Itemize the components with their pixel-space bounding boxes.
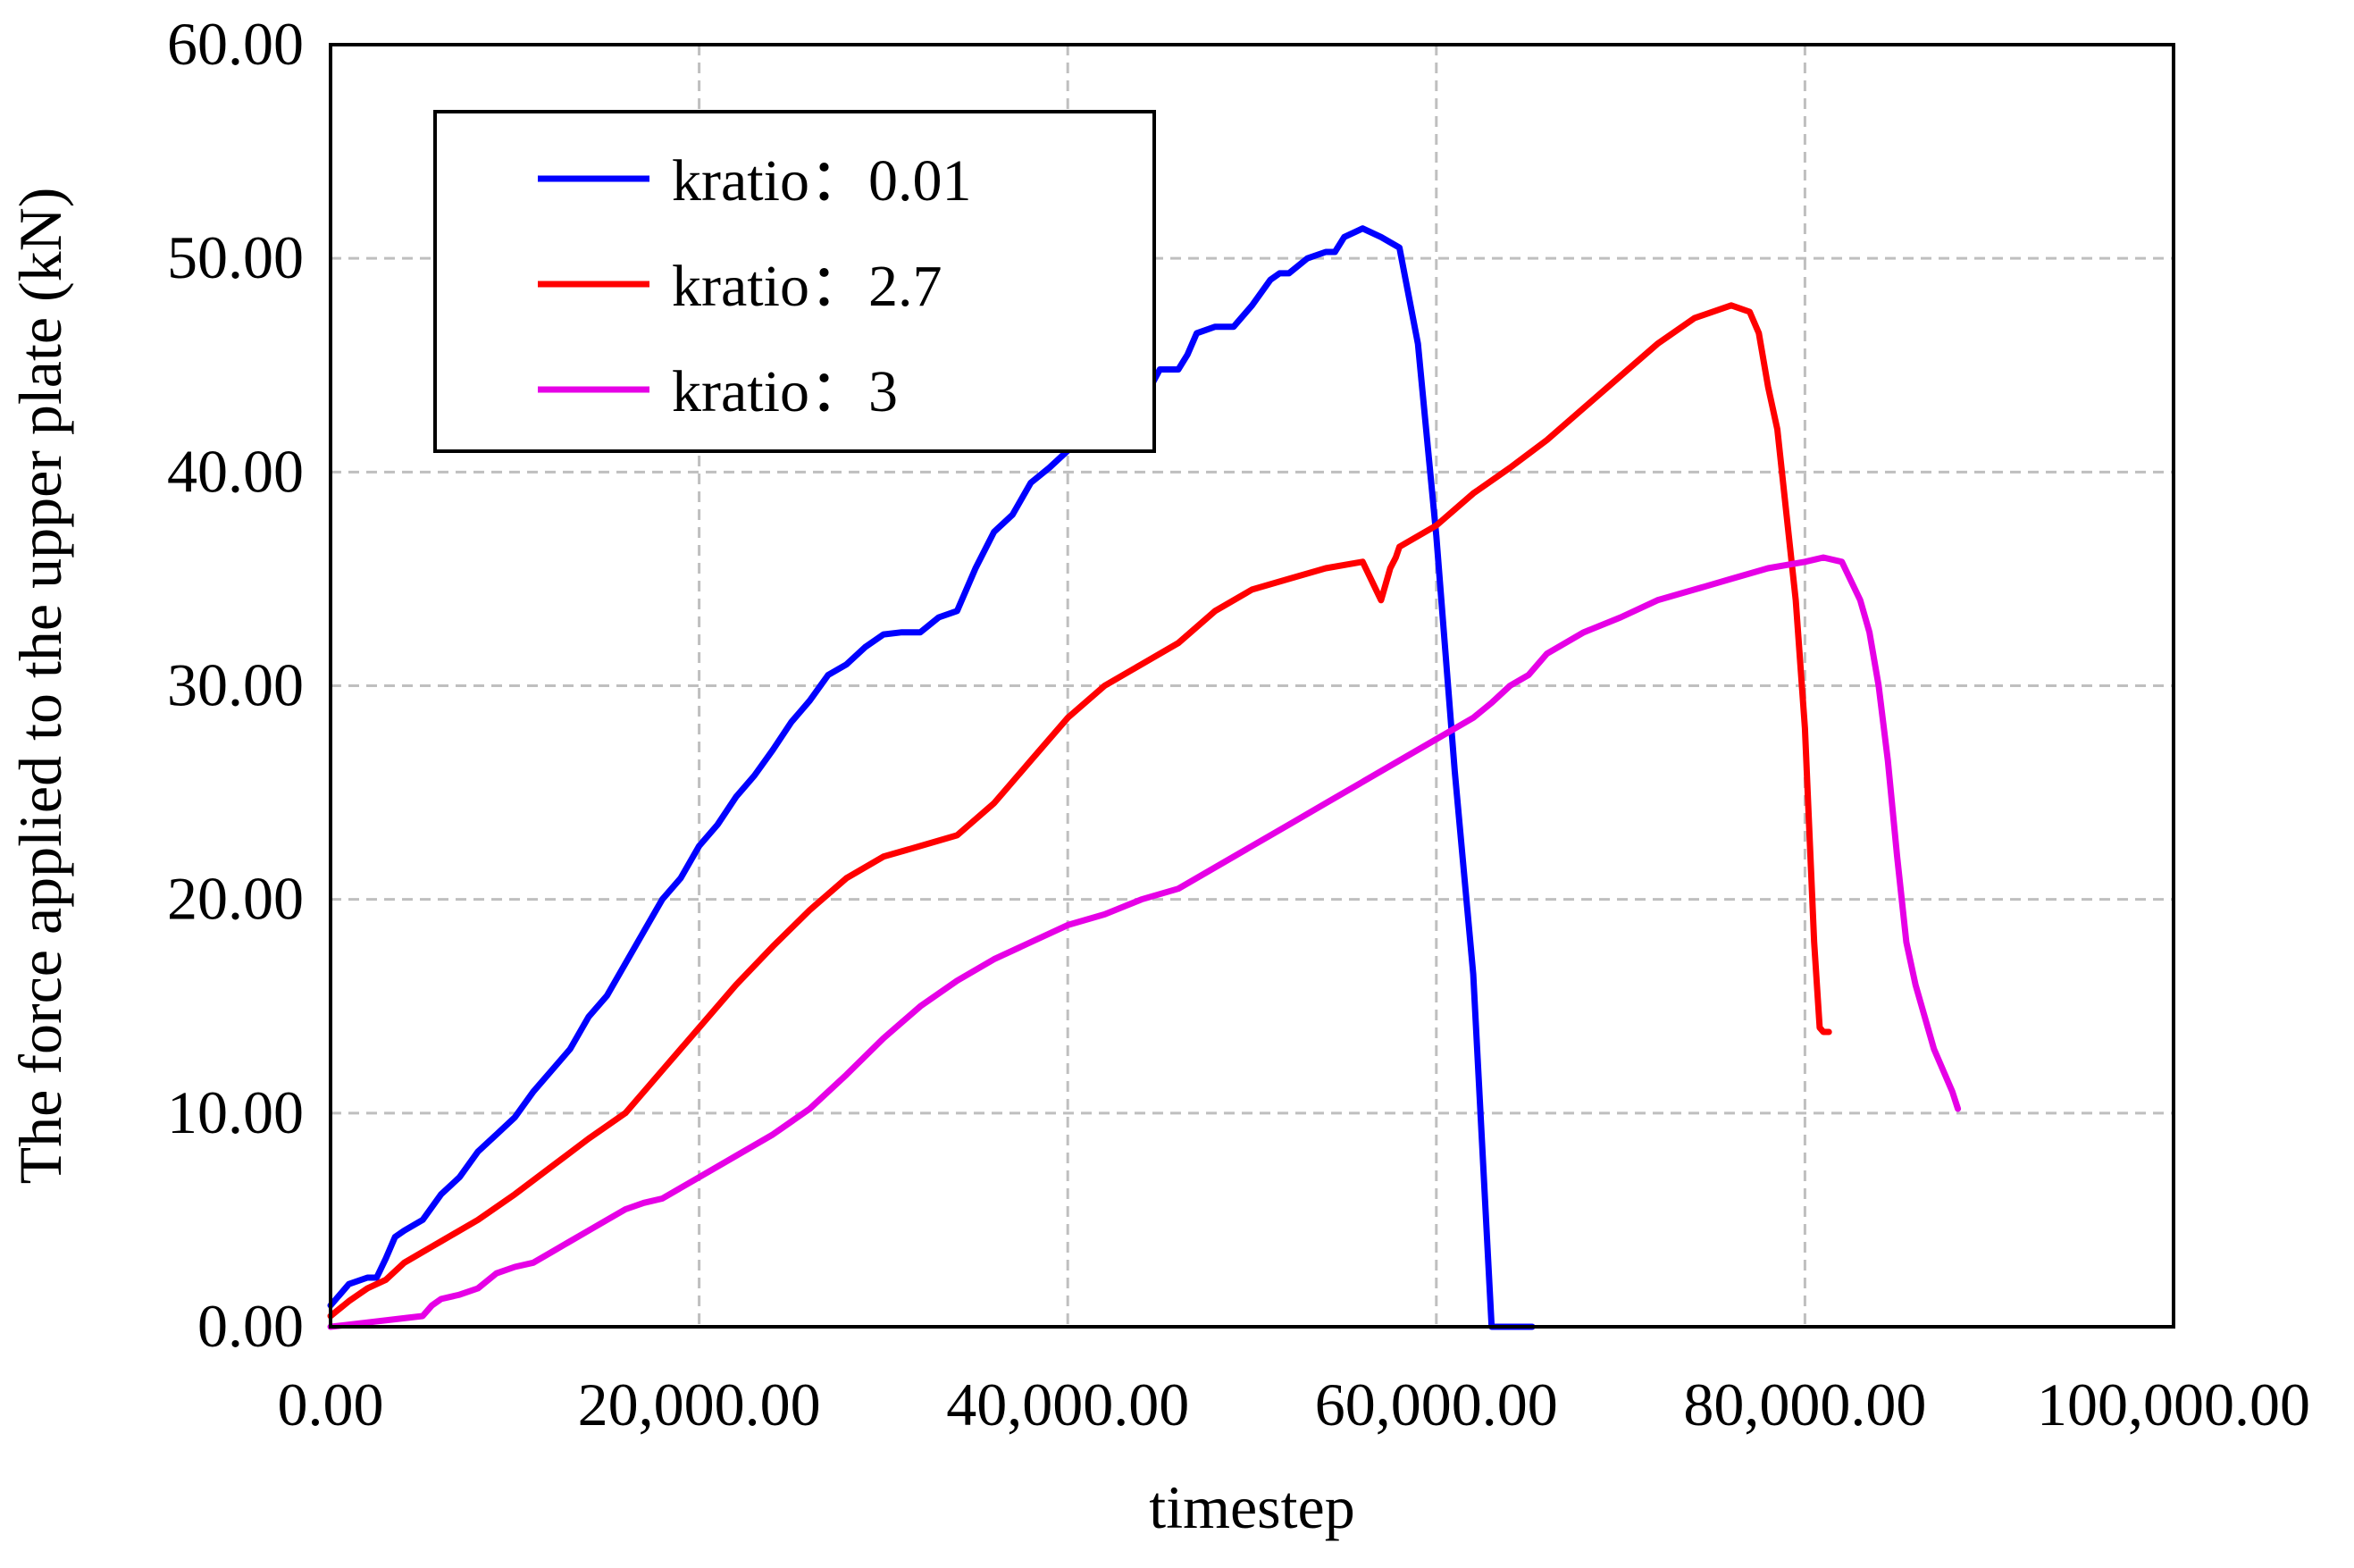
x-tick-label: 60,000.00	[1315, 1371, 1558, 1438]
y-tick-label: 30.00	[167, 651, 304, 719]
y-tick-labels: 0.00 10.00 20.00 30.00 40.00 50.00 60.00	[167, 10, 304, 1360]
y-tick-label: 40.00	[167, 437, 304, 505]
legend-label: kratio：3	[672, 359, 898, 424]
x-tick-label: 20,000.00	[578, 1371, 821, 1438]
x-axis-title: timestep	[1149, 1473, 1354, 1541]
x-tick-label: 100,000.00	[2037, 1371, 2310, 1438]
legend-label: kratio：2.7	[672, 254, 942, 319]
y-tick-label: 50.00	[167, 223, 304, 291]
series-line	[327, 302, 1832, 1320]
plot-area-frame	[329, 43, 2175, 1329]
gridlines	[331, 45, 2174, 1327]
series-line	[327, 225, 1536, 1330]
x-tick-label: 80,000.00	[1683, 1371, 1926, 1438]
legend-label: kratio：0.01	[672, 148, 971, 214]
y-tick-label: 20.00	[167, 865, 304, 933]
series-lines	[327, 225, 1962, 1330]
legend: kratio：0.01 kratio：2.7 kratio：3	[433, 110, 1156, 453]
y-axis-title: The force applied to the upper plate (kN…	[6, 188, 74, 1185]
y-tick-label: 10.00	[167, 1078, 304, 1146]
x-tick-labels: 0.00 20,000.00 40,000.00 60,000.00 80,000.00…	[278, 1371, 2311, 1438]
y-tick-label: 0.00	[197, 1292, 304, 1360]
y-tick-label: 60.00	[167, 10, 304, 78]
x-tick-label: 0.00	[278, 1371, 384, 1438]
series-line	[327, 554, 1962, 1330]
x-tick-label: 40,000.00	[946, 1371, 1189, 1438]
